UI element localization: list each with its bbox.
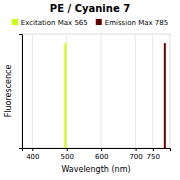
grid-line [32, 34, 33, 148]
grid-line [101, 34, 102, 148]
legend-item: Emission Max 785 [96, 19, 168, 27]
legend-label: Excitation Max 565 [21, 19, 88, 27]
grid-line [135, 34, 136, 148]
line [164, 43, 166, 148]
legend-swatch [12, 19, 18, 25]
x-tick: 400 [26, 148, 39, 161]
x-axis-line [23, 149, 171, 152]
chart: PE / Cyanine 7 Excitation Max 565 Emission… [0, 0, 180, 180]
legend-item: Excitation Max 565 [12, 19, 88, 27]
x-tick: 700 [129, 148, 142, 161]
grid [32, 34, 152, 148]
x-tick-label: 400 [26, 153, 39, 161]
x-tick: 600 [95, 148, 108, 161]
x-tick-mark [67, 148, 68, 151]
x-tick-label: 600 [95, 153, 108, 161]
y-axis-line [19, 35, 23, 149]
legend-label: Emission Max 785 [105, 19, 168, 27]
line [64, 43, 66, 148]
x-tick-mark [32, 148, 33, 151]
x-tick-mark [101, 148, 102, 151]
legend-swatch [96, 19, 102, 25]
marks [65, 43, 164, 148]
grid-line [66, 34, 67, 148]
x-tick-mark [153, 148, 154, 151]
legend: Excitation Max 565 Emission Max 785 [12, 19, 168, 27]
x-axis: 400 500 600 700 750 [23, 148, 171, 161]
x-tick-mark [136, 148, 137, 151]
x-tick-label: 750 [147, 153, 160, 161]
x-tick: 500 [61, 148, 74, 161]
y-axis-title: Fluorescence [4, 65, 13, 118]
x-tick-label: 500 [61, 153, 74, 161]
y-axis [19, 35, 23, 149]
title: PE / Cyanine 7 [50, 3, 130, 14]
plot: 400 500 600 700 750 [19, 34, 171, 161]
x-axis-title: Wavelength (nm) [61, 165, 130, 174]
x-tick: 750 [147, 148, 160, 161]
grid-line [152, 34, 153, 148]
plot-frame [22, 34, 170, 148]
x-tick-label: 700 [129, 153, 142, 161]
